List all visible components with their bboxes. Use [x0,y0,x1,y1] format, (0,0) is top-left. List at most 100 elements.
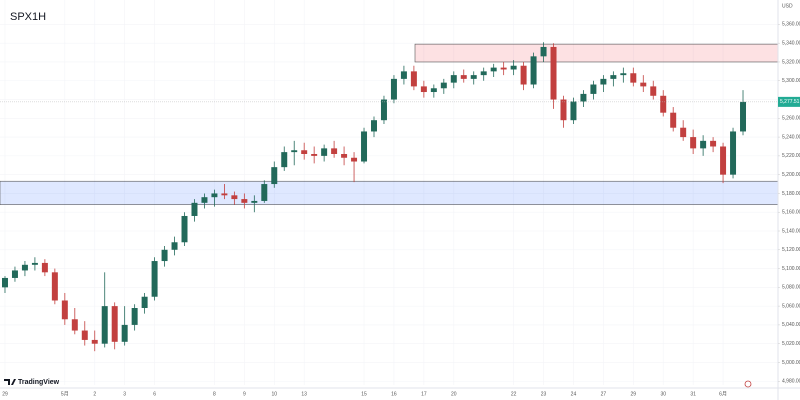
candle-body [321,148,328,156]
y-tick-label: 5,200.00 [782,172,800,178]
candle-body [231,195,238,200]
candle-body [520,65,527,85]
candle-body [221,193,228,196]
candle-body [510,65,517,70]
y-tick-label: 5,360.00 [782,22,800,28]
candle-body [610,75,617,79]
x-tick-label: 17 [421,391,427,397]
grid [0,0,778,385]
candle-body [251,200,258,203]
candle-body [570,101,577,121]
candle-body [81,330,88,340]
candle-body [361,131,368,162]
logo-icon [4,379,16,385]
candle-body [380,99,387,121]
y-tick-label: 5,060.00 [782,303,800,309]
candle-body [151,261,158,297]
x-tick-label: 27 [601,391,607,397]
candle-body [490,67,497,72]
candle-body [640,82,647,87]
axes: 4,980.00 5,000.00 5,020.00 5,040.00 5,060.00… [2,22,800,397]
candle-body [31,262,38,265]
candle-body [470,75,477,79]
candle-body [410,71,417,87]
x-tick-label: 3 [123,391,126,397]
candle-body [710,140,717,147]
candle-body [560,99,567,121]
x-tick-label: 20 [451,391,457,397]
x-tick-label: 6 [153,391,156,397]
candle-body [181,215,188,243]
candle-body [91,339,98,344]
candle-body [341,154,348,158]
y-tick-label: 5,320.00 [782,59,800,65]
y-tick-label: 5,120.00 [782,247,800,253]
x-tick-label: 2 [93,391,96,397]
candle-body [1,277,8,288]
candle-body [680,127,687,138]
candle-body [351,157,358,162]
zone [0,180,779,206]
x-tick-label: 23 [541,391,547,397]
candle-body [590,84,597,94]
candle-body [550,46,557,100]
x-tick-label: 29 [2,391,8,397]
candle-body [141,296,148,308]
candle-body [241,199,248,203]
candle-body [161,249,168,262]
candle-body [331,148,338,154]
x-tick-label: 9 [243,391,246,397]
y-tick-label: 4,980.00 [782,379,800,385]
x-tick-label: 13 [301,391,307,397]
candle-body [131,308,138,325]
y-tick-label: 5,100.00 [782,266,800,272]
y-tick-label: 5,300.00 [782,78,800,84]
candle-body [281,152,288,168]
candle-body [420,86,427,93]
y-tick-label: 5,140.00 [782,228,800,234]
candle-body [61,300,68,320]
candle-body [311,154,318,156]
candle-body [51,272,58,301]
candle-body [400,71,407,79]
y-tick-label: 5,080.00 [782,285,800,291]
y-tick-label: 5,220.00 [782,153,800,159]
x-tick-label: 29 [631,391,637,397]
candle-body [600,78,607,85]
candle-body [271,167,278,185]
candle-body [291,150,298,153]
candle-body [700,140,707,149]
candle-body [201,197,208,203]
y-tick-label: 5,040.00 [782,322,800,328]
candle-body [301,150,308,154]
candle-body [111,306,118,342]
brand-name: TradingView [18,379,60,386]
brand-logo: TradingView [4,379,60,386]
x-tick-label: 24 [571,391,577,397]
candle-body [720,146,727,175]
x-tick-label: 15 [361,391,367,397]
candle-body [580,93,587,102]
y-tick-label: 5,180.00 [782,191,800,197]
candle-body [440,82,447,89]
x-tick-label: 5月 [61,391,69,397]
candle-body [261,184,268,201]
candle-body [21,264,28,271]
candle-body [480,71,487,76]
event-icon [744,380,752,388]
x-tick-label: 22 [511,391,517,397]
candle-body [730,131,737,175]
x-tick-label: 30 [660,391,666,397]
candle-body [460,75,467,79]
candle-body [650,86,657,96]
candle-body [630,73,637,83]
candle-body [670,112,677,128]
candle-body [740,101,747,132]
candle-body [171,242,178,250]
candle-body [690,137,697,149]
candle-body [660,95,667,113]
candle-body [191,202,198,216]
y-tick-label: 5,260.00 [782,116,800,122]
